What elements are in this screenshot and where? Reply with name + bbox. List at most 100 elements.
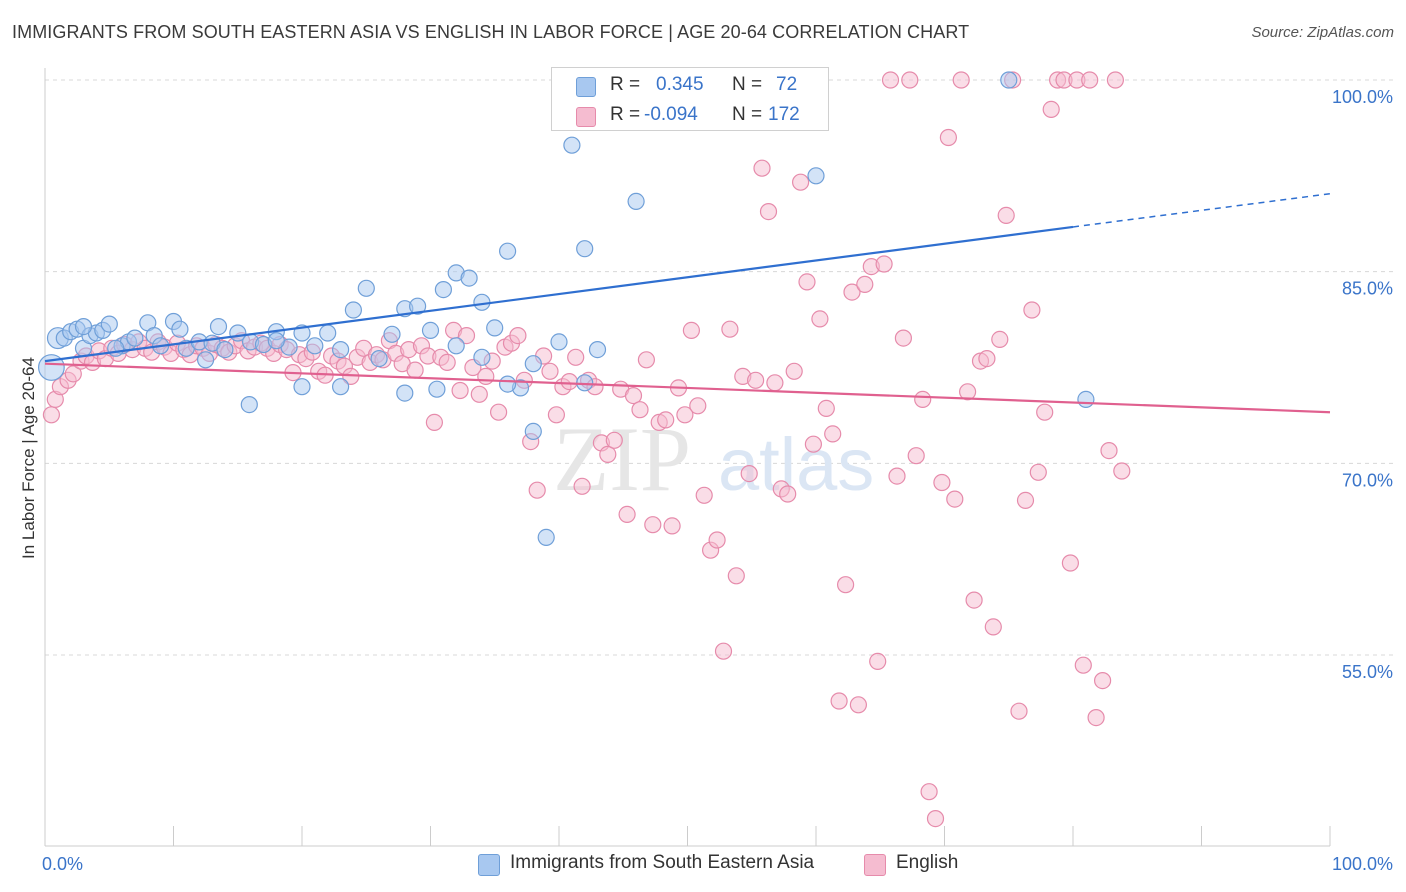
english-point: [952, 71, 970, 89]
english-point: [1029, 463, 1047, 481]
english-point: [978, 350, 996, 368]
sea-point: [499, 375, 517, 393]
english-point: [785, 362, 803, 380]
english-point: [933, 473, 951, 492]
legend-n-label: N =: [732, 74, 763, 95]
sea-point: [332, 341, 350, 359]
english-point: [599, 445, 617, 463]
english-point: [875, 255, 893, 273]
y-tick-label: 55.0%: [1342, 662, 1393, 682]
english-point: [830, 692, 848, 710]
sea-trend-line: [44, 225, 1074, 363]
english-point: [1036, 403, 1054, 421]
sea-point: [74, 318, 93, 336]
english-point: [1042, 100, 1060, 119]
english-point: [817, 399, 835, 417]
english-point: [1100, 442, 1118, 460]
english-point: [804, 435, 823, 453]
english-point: [1016, 491, 1035, 509]
english-point: [1023, 301, 1041, 319]
sea-point: [524, 355, 542, 373]
sea-point: [107, 339, 125, 357]
sea-point: [332, 378, 350, 396]
chart-title: IMMIGRANTS FROM SOUTH EASTERN ASIA VS EN…: [12, 22, 970, 42]
sea-point: [209, 318, 228, 336]
english-point: [740, 465, 758, 483]
english-point: [766, 374, 784, 392]
chart-source: Source: ZipAtlas.com: [1251, 24, 1394, 41]
sea-point: [1000, 71, 1018, 89]
sea-trend-extension: [1072, 192, 1331, 228]
legend-n-value-sea: 72: [776, 74, 798, 95]
sea-point: [627, 192, 645, 210]
sea-point: [100, 315, 118, 333]
sea-point: [473, 348, 491, 366]
english-point: [1074, 656, 1092, 674]
english-point: [528, 481, 546, 499]
sea-point: [240, 396, 258, 414]
english-point: [939, 128, 958, 147]
sea-point: [383, 325, 401, 343]
sea-point: [563, 136, 581, 154]
sea-point: [537, 528, 555, 547]
legend-swatch-english: [576, 107, 596, 127]
sea-point: [357, 279, 375, 297]
english-point: [926, 809, 945, 828]
english-point: [657, 411, 675, 429]
sea-point: [588, 341, 607, 359]
axes: [44, 68, 1331, 847]
legend-r-label: R =: [610, 104, 641, 125]
english-trend-line: [44, 362, 1331, 414]
sea-point: [428, 380, 446, 398]
english-point: [1106, 71, 1125, 89]
english-point: [708, 531, 726, 549]
english-point: [541, 362, 559, 380]
sea-point: [486, 319, 504, 337]
english-point: [451, 381, 469, 400]
english-point: [869, 652, 887, 671]
x-tick-label-max: 100.0%: [1332, 854, 1393, 874]
english-point: [843, 283, 861, 301]
bottom-legend-sea[interactable]: Immigrants from South Eastern Asia: [478, 851, 838, 877]
english-point: [470, 385, 488, 403]
english-point: [1087, 708, 1105, 727]
x-tick-label-min: 0.0%: [42, 854, 83, 874]
sea-point: [1077, 390, 1095, 408]
bottom-legend-swatch-sea: [478, 854, 500, 876]
english-point: [1093, 671, 1112, 690]
grid-lines: [45, 79, 1395, 656]
english-point: [746, 371, 765, 389]
bottom-legend-english[interactable]: English: [864, 851, 984, 877]
english-point: [759, 203, 778, 221]
english-point: [849, 696, 868, 714]
english-point: [573, 477, 591, 495]
english-point: [824, 425, 842, 443]
english-point: [714, 642, 733, 660]
sea-point: [267, 332, 285, 350]
english-point: [637, 351, 656, 369]
sea-immigrants-points: [38, 71, 1095, 547]
english-point: [560, 373, 578, 391]
english-point: [856, 275, 874, 293]
sea-point: [434, 281, 452, 299]
sea-point: [550, 333, 568, 351]
legend-row-english: R = -0.094 N = 172: [552, 100, 828, 130]
legend-n-value-english: 172: [768, 104, 800, 125]
english-point: [689, 397, 707, 415]
english-point: [663, 517, 681, 535]
sea-point: [421, 321, 440, 339]
sea-point: [807, 167, 825, 185]
english-point: [997, 206, 1015, 224]
english-point: [811, 310, 829, 328]
english-point: [605, 431, 623, 449]
legend-n-label: N =: [732, 104, 763, 125]
english-point: [695, 486, 713, 504]
english-point: [727, 567, 745, 585]
sea-point: [460, 269, 478, 287]
sea-point: [126, 329, 144, 347]
english-point: [477, 367, 495, 385]
english-point: [425, 413, 443, 431]
english-point: [64, 365, 82, 383]
bottom-legend-swatch-english: [864, 854, 886, 876]
